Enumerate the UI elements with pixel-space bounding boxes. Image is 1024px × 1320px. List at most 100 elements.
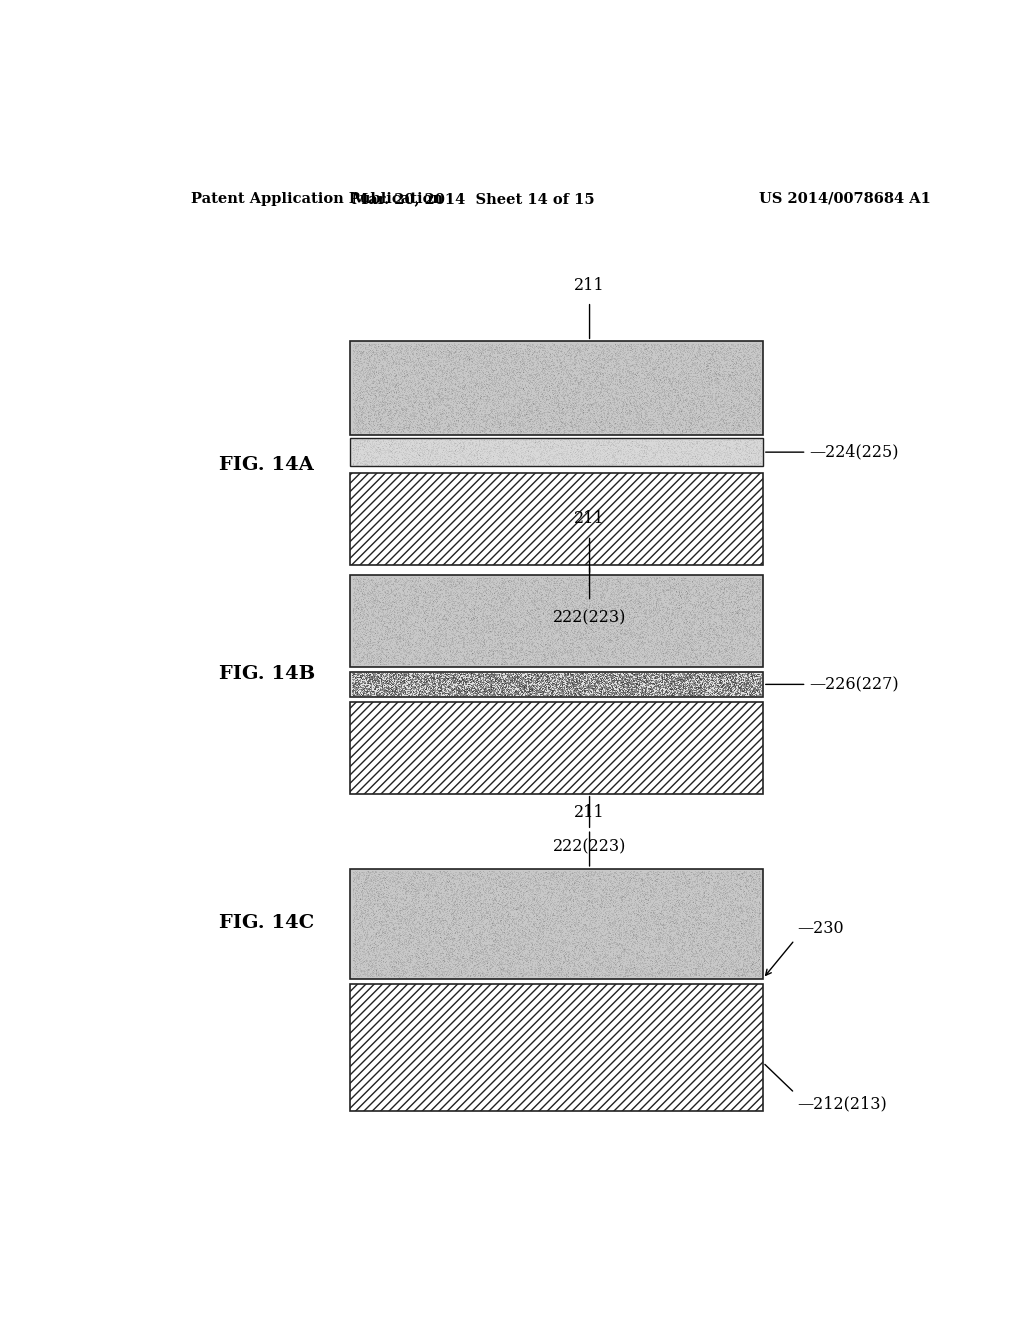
Point — [599, 917, 615, 939]
Point — [463, 935, 479, 956]
Point — [567, 367, 584, 388]
Point — [427, 919, 443, 940]
Point — [626, 408, 642, 429]
Point — [640, 875, 656, 896]
Point — [600, 640, 616, 661]
Point — [577, 622, 593, 643]
Point — [428, 438, 444, 459]
Point — [571, 920, 588, 941]
Point — [563, 896, 580, 917]
Point — [714, 620, 730, 642]
Point — [545, 928, 561, 949]
Point — [385, 376, 401, 397]
Point — [543, 937, 559, 958]
Point — [445, 964, 462, 985]
Point — [517, 862, 534, 883]
Point — [458, 572, 474, 593]
Point — [566, 348, 583, 370]
Point — [711, 396, 727, 417]
Point — [715, 429, 731, 450]
Point — [683, 378, 699, 399]
Point — [438, 875, 455, 896]
Point — [519, 380, 536, 401]
Point — [710, 375, 726, 396]
Point — [352, 651, 369, 672]
Point — [669, 909, 685, 931]
Point — [690, 915, 707, 936]
Point — [639, 962, 655, 983]
Point — [426, 642, 442, 663]
Point — [685, 405, 701, 426]
Point — [572, 863, 589, 884]
Point — [546, 579, 562, 601]
Point — [669, 875, 685, 896]
Point — [472, 948, 488, 969]
Point — [394, 862, 411, 883]
Point — [409, 420, 425, 441]
Point — [403, 634, 420, 655]
Point — [695, 583, 712, 605]
Point — [426, 590, 442, 611]
Point — [508, 953, 524, 974]
Point — [544, 862, 560, 883]
Point — [579, 396, 595, 417]
Point — [574, 577, 591, 598]
Point — [426, 667, 442, 688]
Point — [674, 363, 690, 384]
Point — [579, 653, 595, 675]
Point — [610, 579, 627, 601]
Point — [444, 865, 461, 886]
Point — [711, 434, 727, 455]
Point — [685, 684, 701, 705]
Point — [531, 624, 548, 645]
Point — [504, 635, 520, 656]
Point — [666, 916, 682, 937]
Point — [457, 672, 473, 693]
Point — [636, 416, 652, 437]
Point — [387, 374, 403, 395]
Point — [714, 643, 730, 664]
Point — [707, 578, 723, 599]
Point — [731, 429, 748, 450]
Point — [590, 673, 606, 694]
Point — [738, 870, 755, 891]
Point — [692, 908, 709, 929]
Point — [658, 964, 675, 985]
Point — [637, 412, 653, 433]
Point — [422, 615, 438, 636]
Point — [649, 348, 666, 370]
Point — [602, 928, 618, 949]
Point — [431, 680, 447, 701]
Point — [614, 383, 631, 404]
Point — [402, 924, 419, 945]
Point — [739, 653, 756, 675]
Point — [545, 948, 561, 969]
Point — [695, 627, 712, 648]
Point — [744, 685, 761, 706]
Point — [651, 620, 668, 642]
Point — [407, 902, 423, 923]
Point — [656, 915, 673, 936]
Point — [413, 869, 429, 890]
Point — [436, 370, 453, 391]
Point — [528, 401, 545, 422]
Point — [465, 451, 481, 473]
Point — [459, 572, 475, 593]
Point — [440, 437, 457, 458]
Point — [697, 950, 714, 972]
Point — [374, 873, 390, 894]
Point — [537, 925, 553, 946]
Point — [744, 364, 761, 385]
Point — [721, 626, 737, 647]
Point — [598, 378, 614, 399]
Point — [411, 948, 427, 969]
Point — [400, 923, 417, 944]
Point — [447, 345, 464, 366]
Point — [436, 651, 453, 672]
Point — [442, 397, 459, 418]
Point — [425, 917, 441, 939]
Point — [716, 932, 732, 953]
Point — [373, 616, 389, 638]
Point — [668, 616, 684, 638]
Point — [439, 602, 456, 623]
